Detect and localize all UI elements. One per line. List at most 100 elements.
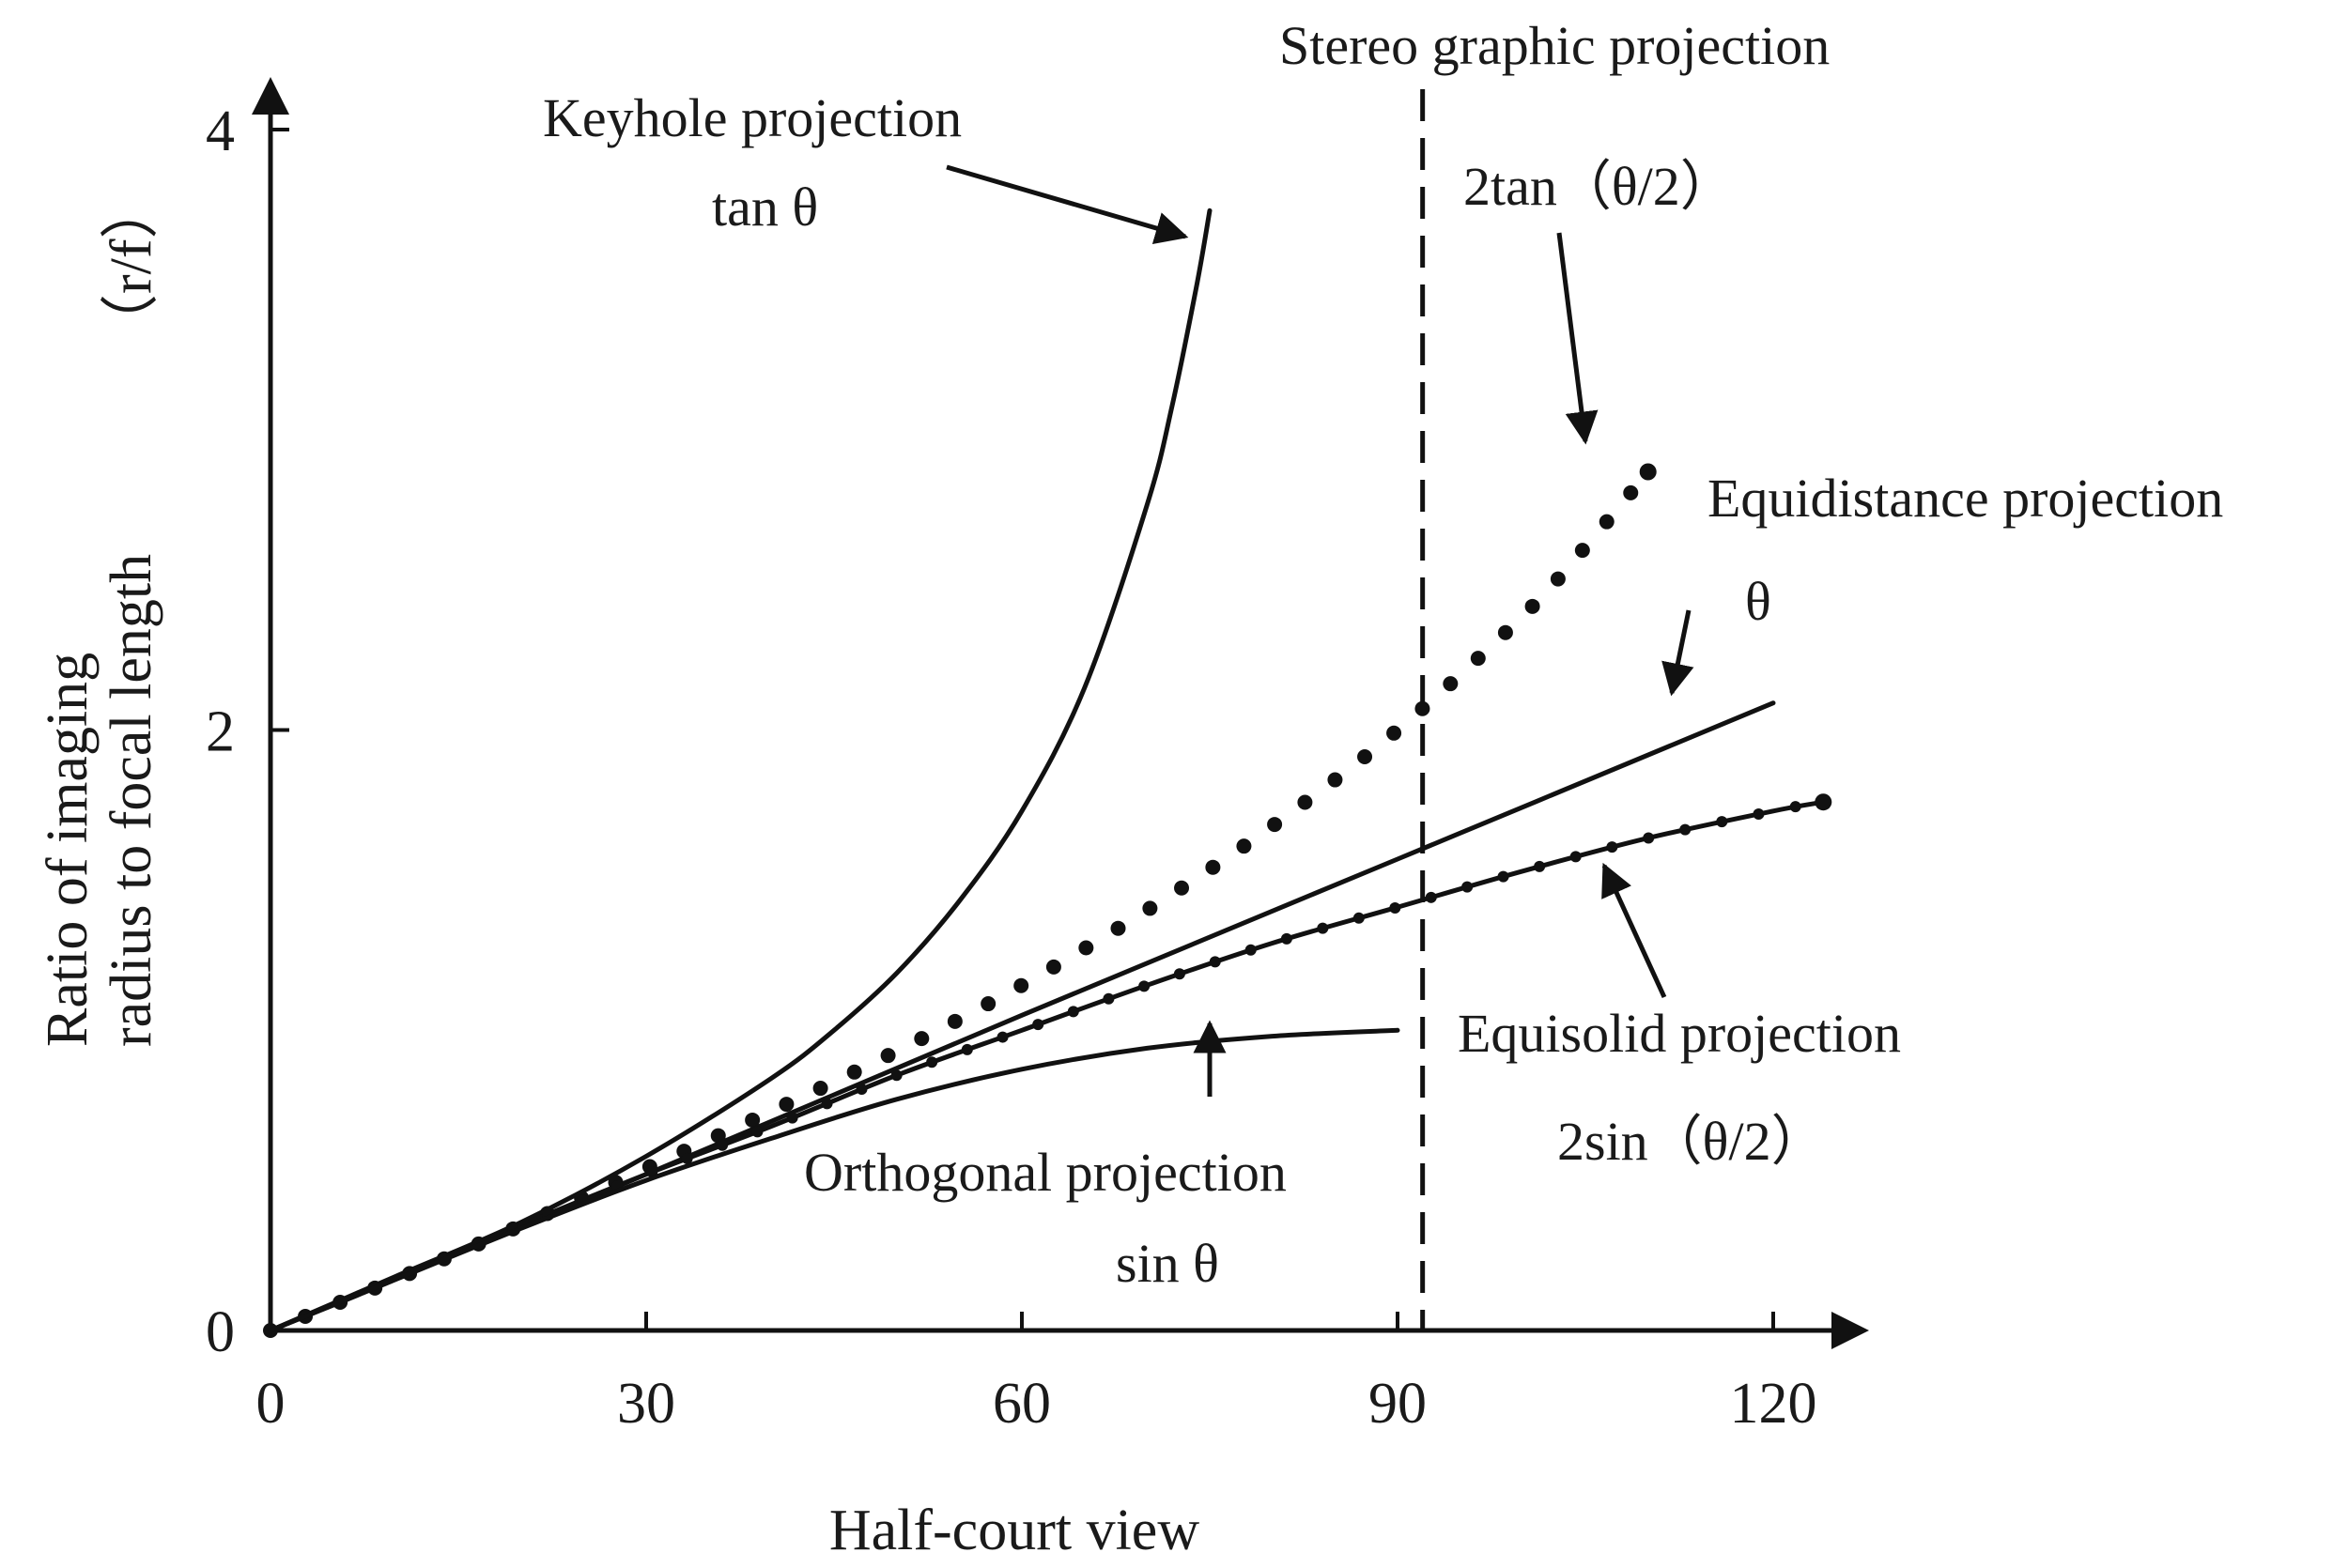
series-stereographic-dot bbox=[1174, 880, 1190, 896]
series-equisolid-dot bbox=[821, 1098, 833, 1110]
series-stereographic-dot bbox=[1013, 977, 1029, 993]
series-equisolid-dot bbox=[997, 1031, 1009, 1043]
series-stereographic-dot bbox=[1550, 571, 1566, 587]
series-stereographic-dot bbox=[1205, 859, 1221, 875]
y-tick-label: 2 bbox=[206, 700, 235, 764]
series-keyhole-line bbox=[268, 208, 1213, 1333]
keyhole-name-label: Keyhole projection bbox=[543, 87, 962, 148]
series-equisolid-dot bbox=[1716, 816, 1728, 828]
series-stereographic-dot bbox=[1524, 598, 1540, 614]
series-stereographic-dot bbox=[1267, 817, 1283, 833]
series-stereographic-dot bbox=[1497, 624, 1513, 640]
series-equisolid-dot bbox=[1352, 912, 1365, 924]
series-stereographic-dot bbox=[1470, 651, 1486, 667]
y-axis-title: Ratio of imaging radius to focal length … bbox=[36, 180, 163, 1047]
series-stereographic-dot bbox=[914, 1031, 930, 1047]
series-equisolid-dot bbox=[1280, 932, 1292, 945]
series-stereographic-dot bbox=[1078, 940, 1094, 956]
series-stereographic-dot bbox=[1639, 463, 1657, 481]
series-stereographic-dot bbox=[846, 1064, 862, 1080]
series-equisolid-dot bbox=[1032, 1019, 1044, 1031]
stereographic-formula-label: 2tan（θ/2） bbox=[1463, 156, 1735, 217]
series-equisolid-dot bbox=[1789, 801, 1801, 813]
series-stereographic-dot bbox=[1142, 900, 1158, 916]
series-stereographic-dot bbox=[1414, 700, 1430, 716]
series-equisolid-dot bbox=[1643, 832, 1655, 844]
series-stereographic-dot bbox=[947, 1013, 963, 1029]
series-equisolid-dot bbox=[1425, 891, 1437, 903]
series-stereographic-dot bbox=[1110, 920, 1126, 936]
series-equisolid-dot bbox=[751, 1126, 764, 1138]
x-tick-label: 90 bbox=[1368, 1372, 1427, 1436]
axes bbox=[252, 77, 1869, 1349]
series-stereographic-dot bbox=[981, 996, 997, 1012]
series-stereographic-dot bbox=[1236, 838, 1252, 854]
series-equisolid-dot bbox=[1389, 901, 1401, 914]
equidistance-arrow bbox=[1661, 609, 1694, 697]
y-tick-label: 0 bbox=[206, 1300, 235, 1364]
y-axis-title-unit: （r/f） bbox=[100, 180, 163, 352]
series-stereographic-dot bbox=[1623, 484, 1639, 500]
series-equisolid-dot bbox=[890, 1069, 903, 1082]
series-equisolid-dot bbox=[1497, 870, 1509, 883]
series-stereographic-dot bbox=[1045, 959, 1061, 975]
series-equisolid-dot bbox=[1244, 944, 1257, 956]
series-stereographic-dot bbox=[745, 1112, 761, 1128]
series-equisolid-dot bbox=[1534, 860, 1546, 872]
series-equisolid-dot bbox=[1679, 823, 1692, 836]
y-axis-title-line1: Ratio of imaging bbox=[36, 653, 100, 1047]
x-axis-title: Half-court view bbox=[829, 1499, 1199, 1562]
y-axis-title-line2: radius to focal length bbox=[100, 554, 163, 1047]
series-equisolid-dot bbox=[717, 1139, 729, 1151]
series-equisolid-dot bbox=[1815, 793, 1832, 811]
series-stereographic-dot bbox=[880, 1048, 896, 1064]
equidistance-name-label: Equidistance projection bbox=[1707, 468, 2223, 529]
series-stereographic-dot bbox=[1327, 772, 1343, 788]
series-equisolid-dot bbox=[856, 1084, 868, 1096]
series-equisolid-dot bbox=[1209, 956, 1221, 968]
series-equisolid-dot bbox=[1173, 968, 1185, 980]
series-keyhole bbox=[268, 208, 1213, 1333]
orthogonal-name-label: Orthogonal projection bbox=[804, 1142, 1287, 1203]
stereographic-reference-label: Stereo graphic projection bbox=[1279, 15, 1830, 76]
series-equisolid-dot bbox=[1317, 922, 1329, 934]
series-stereographic-dot bbox=[1357, 749, 1373, 765]
x-tick-label: 0 bbox=[256, 1372, 286, 1436]
series-stereographic-dot bbox=[779, 1097, 795, 1113]
series-equisolid-line bbox=[268, 799, 1826, 1333]
series-stereographic-dot bbox=[812, 1081, 828, 1097]
series-equisolid-dot bbox=[1461, 881, 1474, 893]
series-stereographic-dot bbox=[1574, 543, 1590, 559]
series-equisolid-dot bbox=[681, 1152, 693, 1164]
series-equisolid-dot bbox=[1067, 1006, 1079, 1018]
y-axis-arrow-icon bbox=[252, 77, 289, 115]
series-stereographic-dot bbox=[1297, 794, 1313, 810]
equisolid-arrow bbox=[1601, 862, 1667, 999]
orthogonal-formula-label: sin θ bbox=[1116, 1233, 1219, 1294]
series-stereographic-dot bbox=[710, 1128, 726, 1144]
equisolid-formula-label: 2sin（θ/2） bbox=[1557, 1111, 1826, 1172]
equidistance-formula-label: θ bbox=[1745, 571, 1771, 632]
y-tick-label: 4 bbox=[206, 100, 235, 163]
series-stereographic-dot bbox=[1599, 514, 1615, 530]
series-stereographic-dot bbox=[1443, 676, 1459, 692]
ticks: 0 30 60 90 120 0 2 4 bbox=[206, 100, 1817, 1436]
keyhole-arrow bbox=[946, 164, 1189, 244]
series-equisolid-dot bbox=[1606, 841, 1618, 853]
x-tick-label: 60 bbox=[993, 1372, 1051, 1436]
series-equisolid-dot bbox=[1753, 808, 1765, 821]
series-equisolid-dot bbox=[786, 1112, 798, 1124]
series-equisolid-dot bbox=[1103, 992, 1115, 1005]
x-axis-arrow-icon bbox=[1831, 1312, 1869, 1349]
x-tick-label: 120 bbox=[1730, 1372, 1817, 1436]
stereographic-arrow bbox=[1556, 232, 1599, 445]
keyhole-formula-label: tan θ bbox=[712, 177, 818, 238]
series-equisolid-dot bbox=[1138, 980, 1151, 992]
equisolid-name-label: Equisolid projection bbox=[1458, 1003, 1901, 1064]
series-equisolid-dot bbox=[1569, 851, 1582, 863]
series-equisolid-dot bbox=[961, 1043, 973, 1055]
series-equisolid-dot bbox=[926, 1056, 938, 1068]
series-stereographic-dot bbox=[1386, 725, 1402, 741]
